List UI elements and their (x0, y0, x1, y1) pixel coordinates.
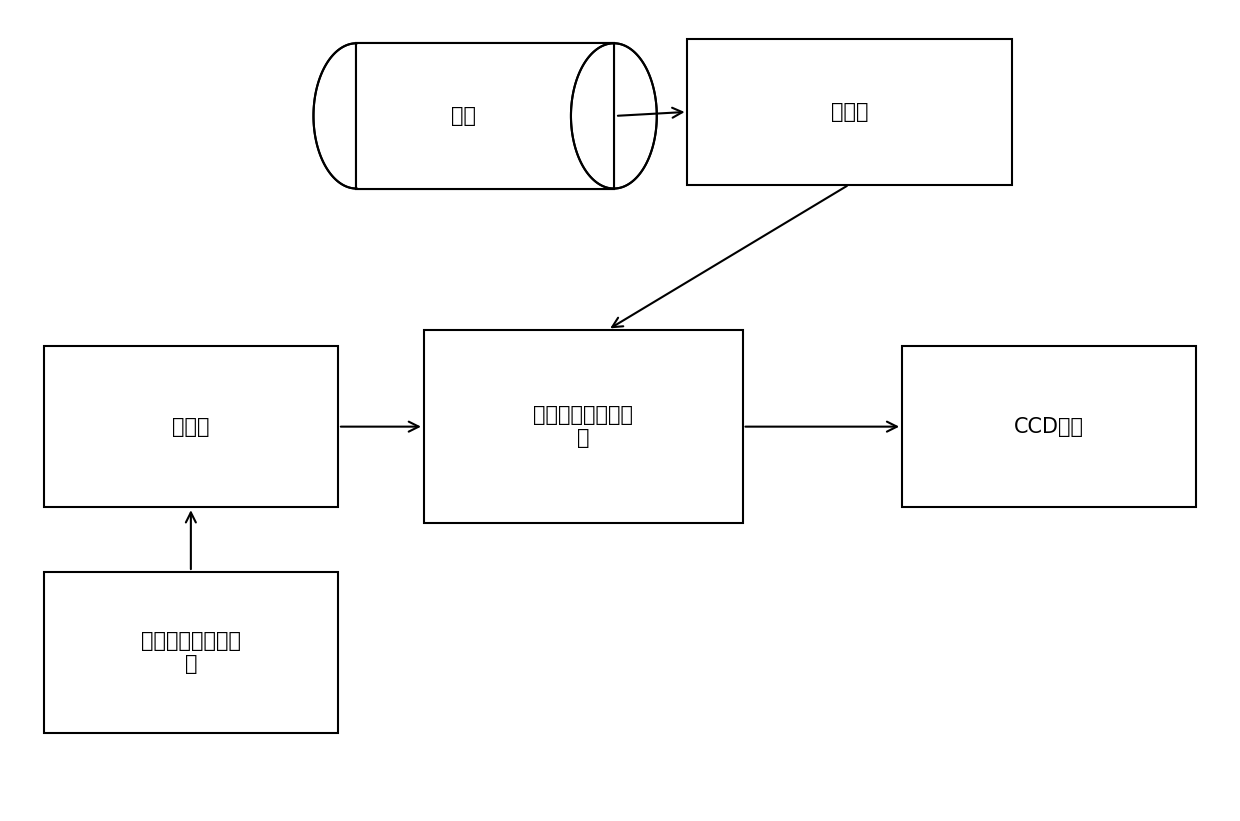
Bar (356, 44, 614, 189)
Text: 常温极化声子凝聚
态: 常温极化声子凝聚 态 (533, 405, 634, 448)
Text: 反射镜: 反射镜 (172, 416, 210, 437)
Text: 反射镜: 反射镜 (831, 102, 869, 122)
Bar (43, 346, 339, 507)
Bar (424, 330, 743, 524)
Bar (687, 39, 1012, 185)
Bar (356, 44, 614, 189)
Bar (356, 44, 614, 189)
Text: 垂直腔面激光发射
器: 垂直腔面激光发射 器 (141, 631, 241, 674)
Bar (43, 572, 339, 733)
Text: 光源: 光源 (451, 106, 476, 126)
Text: CCD装置: CCD装置 (1014, 416, 1084, 437)
Bar (901, 346, 1197, 507)
